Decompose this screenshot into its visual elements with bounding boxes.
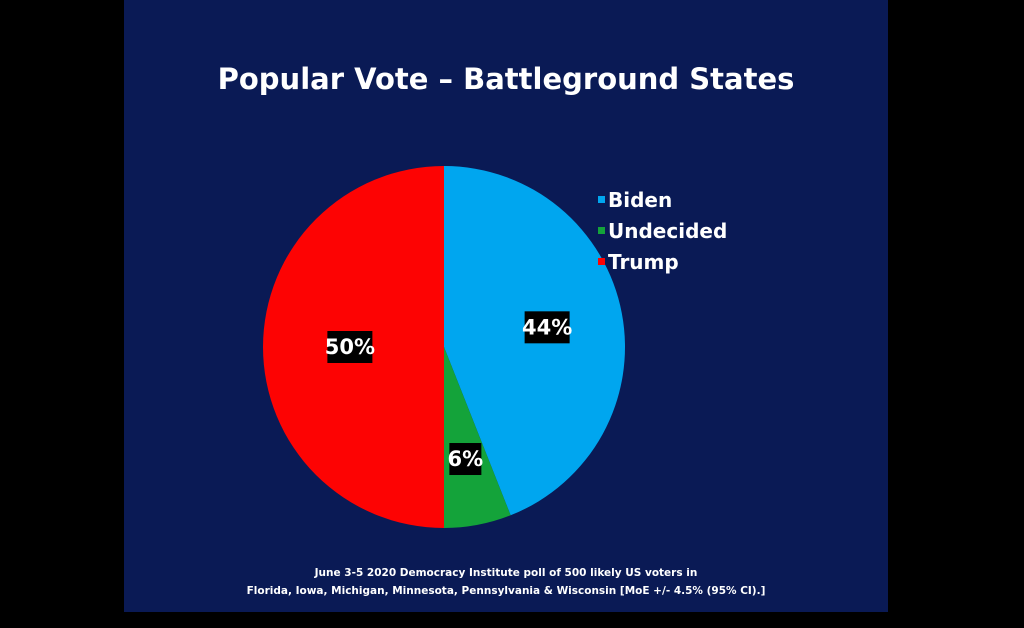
legend: Biden Undecided Trump <box>598 184 727 277</box>
data-label-undecided: 6% <box>448 443 484 476</box>
data-label-box-undecided <box>449 443 482 476</box>
chart-title: Popular Vote – Battleground States <box>217 62 795 96</box>
legend-item-undecided: Undecided <box>598 215 727 246</box>
legend-label-undecided: Undecided <box>608 218 728 243</box>
legend-swatch-biden <box>598 196 605 203</box>
legend-swatch-trump <box>598 258 605 265</box>
data-label-text-biden: 44% <box>522 315 572 339</box>
chart-slide: Popular Vote – Battleground States 44% 6%… <box>124 0 888 612</box>
data-label-trump: 50% <box>325 331 375 363</box>
legend-label-trump: Trump <box>608 249 679 274</box>
source-note-line-2: Florida, Iowa, Michigan, Minnesota, Penn… <box>246 585 766 597</box>
pie-slice-undecided <box>444 347 511 528</box>
legend-label-biden: Biden <box>608 187 673 212</box>
legend-swatch-undecided <box>598 227 605 234</box>
legend-item-trump: Trump <box>598 246 727 277</box>
data-label-text-undecided: 6% <box>448 447 484 471</box>
pie-chart: 44% 6% 50% <box>263 166 626 528</box>
source-note-line-1: June 3-5 2020 Democracy Institute poll o… <box>314 567 698 579</box>
data-label-box-biden <box>524 311 570 344</box>
data-label-box-trump <box>327 331 373 363</box>
data-label-biden: 44% <box>522 311 572 344</box>
source-note: June 3-5 2020 Democracy Institute poll o… <box>124 564 888 600</box>
legend-item-biden: Biden <box>598 184 727 215</box>
data-label-text-trump: 50% <box>325 335 375 359</box>
